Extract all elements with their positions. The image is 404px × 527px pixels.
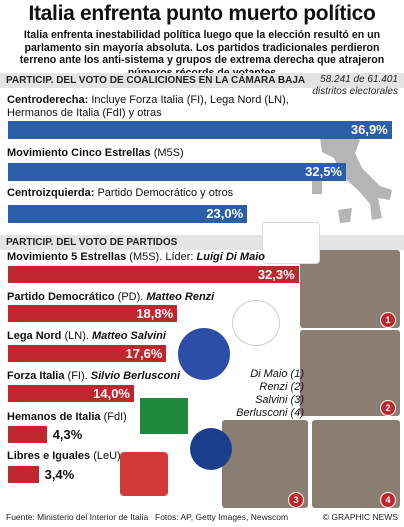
chart-title: PARTICIP. DEL VOTO DE COALICIONES EN LA … bbox=[0, 73, 404, 88]
photo-key-item: Salvini (3) bbox=[255, 394, 304, 406]
value-label: 17,6% bbox=[125, 346, 163, 361]
bar-label: Partido Democrático (PD). Matteo Renzi bbox=[7, 291, 307, 304]
bar-label: Forza Italia (FI). Silvio Berlusconi bbox=[7, 370, 307, 383]
photo-credit: Fotos: AP, Getty Images, Newscom bbox=[155, 512, 289, 522]
bar-label: Lega Nord (LN). Matteo Salvini bbox=[7, 330, 307, 343]
bar bbox=[8, 205, 248, 223]
detail: (LN). bbox=[64, 330, 89, 342]
bar bbox=[8, 163, 346, 181]
note: 58.241 de 61.401 distritos electorales bbox=[312, 74, 398, 97]
detail: (M5S). Líder: bbox=[129, 251, 194, 263]
value-label: 14,0% bbox=[93, 386, 130, 401]
photo-number: 4 bbox=[380, 492, 396, 508]
photo-key-item: Di Maio (1) bbox=[250, 368, 304, 380]
logo bbox=[190, 428, 232, 470]
photo-key-item: Renzi (2) bbox=[259, 381, 304, 393]
logo bbox=[140, 398, 188, 434]
bar bbox=[8, 345, 167, 362]
bar-label: Centroizquierda: Partido Democrático y o… bbox=[7, 187, 297, 200]
value-label: 32,3% bbox=[257, 267, 295, 282]
bar bbox=[8, 121, 392, 139]
bar-label: Libres e Iguales (LeU) bbox=[7, 450, 307, 463]
leader: Luigi Di Maio bbox=[196, 251, 265, 263]
copyright: © GRAPHIC NEWS bbox=[322, 512, 398, 522]
value-label: 4,3% bbox=[52, 427, 83, 442]
bar bbox=[8, 305, 178, 322]
value-label: 32,5% bbox=[305, 164, 342, 179]
detail: (FdI) bbox=[103, 411, 127, 423]
value-label: 23,0% bbox=[206, 206, 244, 221]
logo bbox=[178, 328, 230, 380]
detail: (PD). bbox=[117, 291, 144, 303]
logo bbox=[120, 452, 168, 496]
value-label: 3,4% bbox=[44, 467, 75, 482]
category: Centroderecha: bbox=[7, 94, 89, 106]
chart-title: PARTICIP. DEL VOTO DE PARTIDOS bbox=[0, 235, 404, 250]
subtitle: Italia enfrenta inestabilidad política l… bbox=[19, 29, 385, 79]
title: Italia enfrenta punto muerto político bbox=[28, 2, 376, 25]
value-label: 36,9% bbox=[350, 122, 388, 137]
map-italy bbox=[312, 133, 392, 223]
category: Forza Italia bbox=[7, 370, 65, 382]
detail: Incluye Forza Italia (FI), Lega Nord (LN… bbox=[7, 94, 289, 119]
photo-key-item: Berlusconi (4) bbox=[236, 407, 304, 419]
detail: (LeU) bbox=[93, 450, 121, 462]
bar-label: Hemanos de Italia (FdI) bbox=[7, 411, 307, 424]
bar bbox=[8, 426, 47, 443]
bar-label: Movimiento Cinco Estrellas (M5S) bbox=[7, 147, 297, 160]
category: Libres e Iguales bbox=[7, 450, 91, 462]
bar bbox=[8, 466, 39, 483]
category: Centroizquierda: bbox=[7, 187, 95, 199]
category: Movimiento Cinco Estrellas bbox=[7, 147, 151, 159]
leader: Silvio Berlusconi bbox=[90, 370, 181, 382]
source: Fuente: Ministerio del Interior de Itali… bbox=[6, 512, 149, 522]
bar bbox=[8, 266, 299, 283]
detail: (FI). bbox=[67, 370, 88, 382]
category: Partido Democrático bbox=[7, 291, 115, 303]
category: Movimiento 5 Estrellas bbox=[7, 251, 127, 263]
bar-label: Centroderecha: Incluye Forza Italia (FI)… bbox=[7, 94, 297, 119]
logo bbox=[232, 300, 280, 346]
photo-number: 2 bbox=[380, 400, 396, 416]
value-label: 18,8% bbox=[136, 306, 174, 321]
detail: (M5S) bbox=[153, 147, 184, 159]
bar bbox=[8, 385, 134, 402]
photo-key: Di Maio (1) Renzi (2) Salvini (3) Berluscon… bbox=[232, 368, 304, 420]
bar-label: Movimiento 5 Estrellas (M5S). Líder: Lui… bbox=[7, 251, 307, 264]
logo bbox=[262, 222, 320, 264]
category: Hemanos de Italia bbox=[7, 411, 101, 423]
photo-number: 3 bbox=[288, 492, 304, 508]
leader: Matteo Renzi bbox=[146, 291, 215, 303]
leader: Matteo Salvini bbox=[91, 330, 166, 342]
detail: Partido Democrático y otros bbox=[97, 187, 234, 199]
photo-number: 1 bbox=[380, 312, 396, 328]
category: Lega Nord bbox=[7, 330, 62, 342]
